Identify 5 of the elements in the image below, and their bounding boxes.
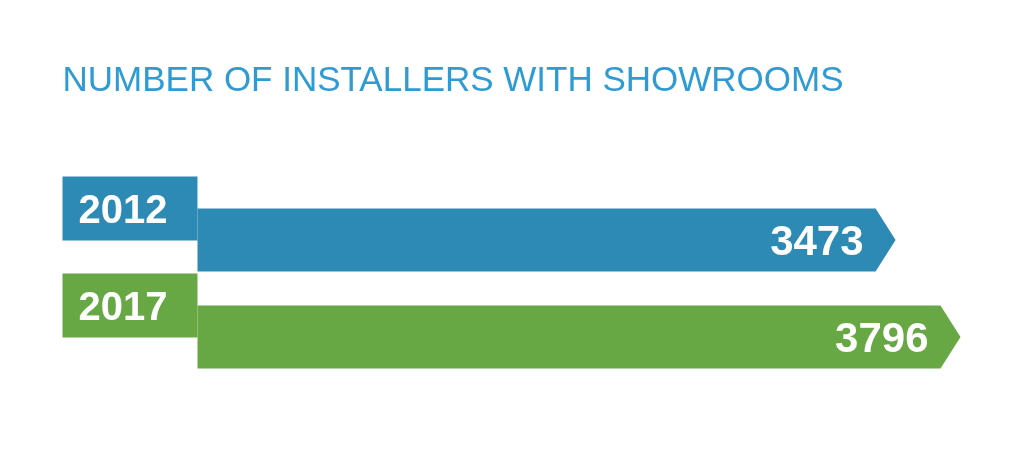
data-label: 3473 [770, 216, 864, 264]
y-tick-label: 2017 [78, 283, 168, 328]
y-tick-label: 2012 [78, 186, 168, 231]
data-label: 3796 [835, 313, 929, 361]
chart-title: NUMBER OF INSTALLERS WITH SHOWROOMS [62, 59, 844, 98]
